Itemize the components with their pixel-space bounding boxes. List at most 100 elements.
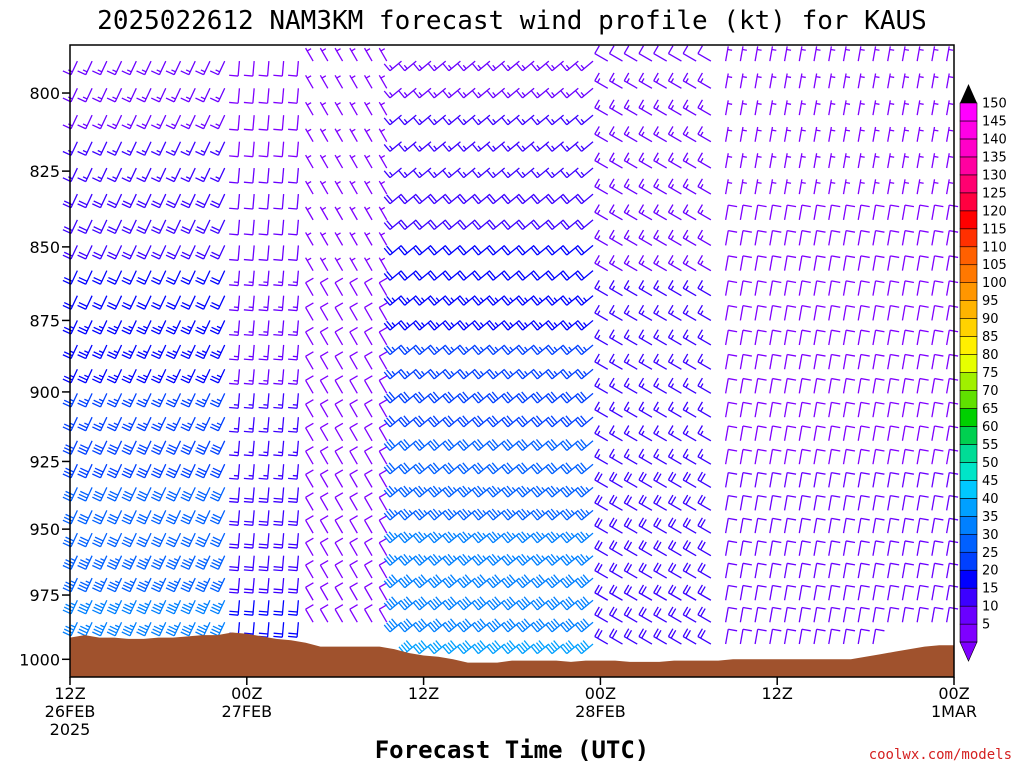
wind-barb (195, 599, 211, 615)
wind-barb (229, 578, 241, 594)
wind-barb (136, 344, 152, 360)
wind-barb (813, 255, 826, 271)
x-tick-label: 12Z (54, 684, 85, 703)
wind-barb (653, 425, 668, 442)
wind-barb (828, 329, 841, 346)
wind-barb (349, 604, 358, 623)
wind-barb (180, 219, 196, 235)
wind-barb (106, 393, 123, 408)
wind-barb (516, 415, 535, 428)
wind-barb (901, 126, 910, 142)
wind-barb (457, 508, 476, 521)
wind-barb (398, 415, 417, 428)
wind-barb (783, 606, 797, 623)
wind-barb (667, 353, 682, 370)
wind-barb (872, 425, 885, 441)
wind-barb (398, 141, 417, 152)
wind-barb (754, 353, 767, 370)
wind-barb (457, 193, 476, 205)
wind-barb (121, 532, 137, 548)
wind-barb (106, 599, 123, 615)
wind-barb (931, 204, 944, 220)
wind-barb (783, 305, 797, 321)
wind-barb (516, 319, 535, 331)
wind-barb (121, 87, 137, 103)
wind-barb (901, 204, 915, 220)
wind-barb (106, 532, 123, 548)
wind-barb (682, 99, 697, 116)
wind-barb (667, 99, 682, 116)
wind-barb (383, 167, 402, 179)
wind-barb (754, 179, 762, 195)
wind-barb (608, 425, 623, 442)
wind-barb (442, 508, 461, 521)
wind-barb (486, 270, 506, 281)
wind-barb (608, 204, 623, 221)
wind-barb (349, 302, 358, 321)
wind-barb (442, 344, 461, 356)
wind-barb (378, 47, 388, 62)
wind-barb (334, 469, 344, 488)
wind-barb (180, 577, 196, 593)
wind-barb (106, 555, 123, 570)
wind-barb (828, 73, 836, 89)
wind-barb (697, 448, 712, 465)
colorbar-label: 140 (982, 132, 1007, 147)
wind-barb (150, 368, 167, 384)
wind-barb (739, 73, 747, 89)
wind-barb (501, 415, 520, 428)
wind-barb (828, 606, 841, 623)
wind-barb (623, 178, 638, 195)
wind-barb (486, 114, 506, 126)
wind-barb (813, 179, 821, 195)
wind-barb (813, 517, 826, 534)
wind-barb (501, 114, 520, 126)
wind-barb (180, 368, 196, 384)
wind-barb (413, 295, 432, 306)
wind-barb (739, 448, 752, 465)
wind-barb (398, 344, 417, 356)
wind-barb (258, 555, 270, 572)
wind-barb (575, 508, 594, 521)
wind-barb (872, 377, 885, 394)
wind-barb (243, 393, 255, 409)
wind-barb (828, 46, 836, 62)
wind-barb (623, 152, 638, 169)
wind-barb (682, 471, 697, 488)
wind-barb (724, 628, 738, 645)
wind-barb (92, 555, 108, 570)
wind-barb (501, 368, 520, 380)
wind-barb (486, 462, 506, 475)
wind-barb (842, 401, 856, 418)
wind-barb (783, 353, 797, 370)
colorbar-swatch (959, 498, 978, 517)
wind-barb (813, 280, 826, 296)
wind-barb (243, 369, 255, 385)
wind-barb (195, 60, 211, 76)
wind-barb (398, 574, 417, 589)
wind-barb (378, 74, 388, 89)
wind-barb (638, 329, 653, 346)
wind-barb (77, 245, 93, 260)
wind-barb (92, 87, 108, 103)
wind-barb (872, 628, 885, 645)
colorbar-label: 85 (982, 330, 999, 345)
wind-barb (427, 141, 447, 152)
wind-barb (545, 508, 564, 521)
wind-barb (288, 555, 300, 572)
wind-barb (92, 463, 108, 479)
wind-barb (783, 425, 797, 441)
wind-barb (857, 255, 870, 271)
wind-barb (545, 485, 564, 498)
wind-barb (724, 401, 738, 418)
wind-barb (828, 229, 841, 246)
wind-barb (857, 46, 865, 62)
wind-barb (383, 141, 402, 152)
wind-barb (442, 270, 461, 281)
wind-barb (165, 114, 182, 130)
wind-barb (724, 179, 733, 195)
wind-barb (349, 422, 358, 442)
colorbar-label: 30 (982, 528, 999, 543)
wind-barb (842, 471, 856, 488)
wind-barb (501, 596, 520, 611)
